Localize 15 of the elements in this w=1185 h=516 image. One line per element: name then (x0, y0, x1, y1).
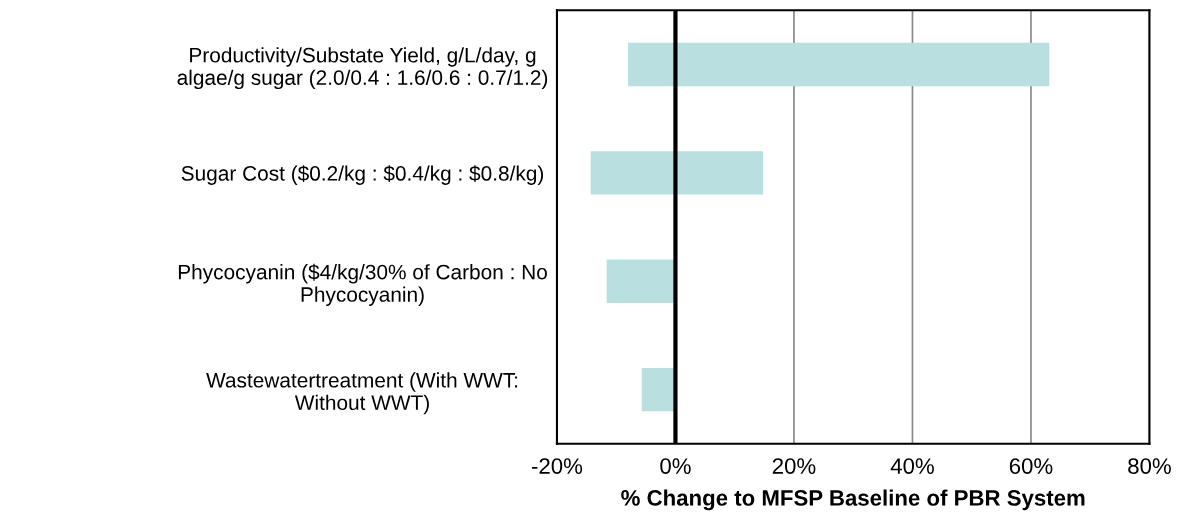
x-axis-title: % Change to MFSP Baseline of PBR System (621, 489, 1085, 511)
bar (628, 42, 1050, 87)
y-tick-label: Productivity/Substate Yield, g/L/day, g algae/g sugar (2.0/0.4 : 1.6/0.6 : 0.7/1.2) (177, 47, 548, 90)
y-tick-label: Wastewatertreatment (With WWT: Without WWT) (206, 372, 518, 415)
x-tick-label: 80% (1128, 458, 1171, 474)
y-tick-label: Sugar Cost ($0.2/kg : $0.4/kg : $0.8/kg) (181, 165, 544, 185)
x-tick-label: 0% (660, 458, 691, 474)
bar (606, 259, 676, 303)
y-tick-label: Phycocyanin ($4/kg/30% of Carbon : No Phycocyanin) (178, 263, 547, 306)
bar (590, 151, 764, 195)
x-tick-label: 20% (772, 458, 816, 474)
x-tick-label: -20% (532, 458, 583, 474)
x-tick-label: 40% (890, 458, 934, 474)
bar (641, 367, 676, 412)
x-tick-label: 60% (1009, 458, 1053, 474)
